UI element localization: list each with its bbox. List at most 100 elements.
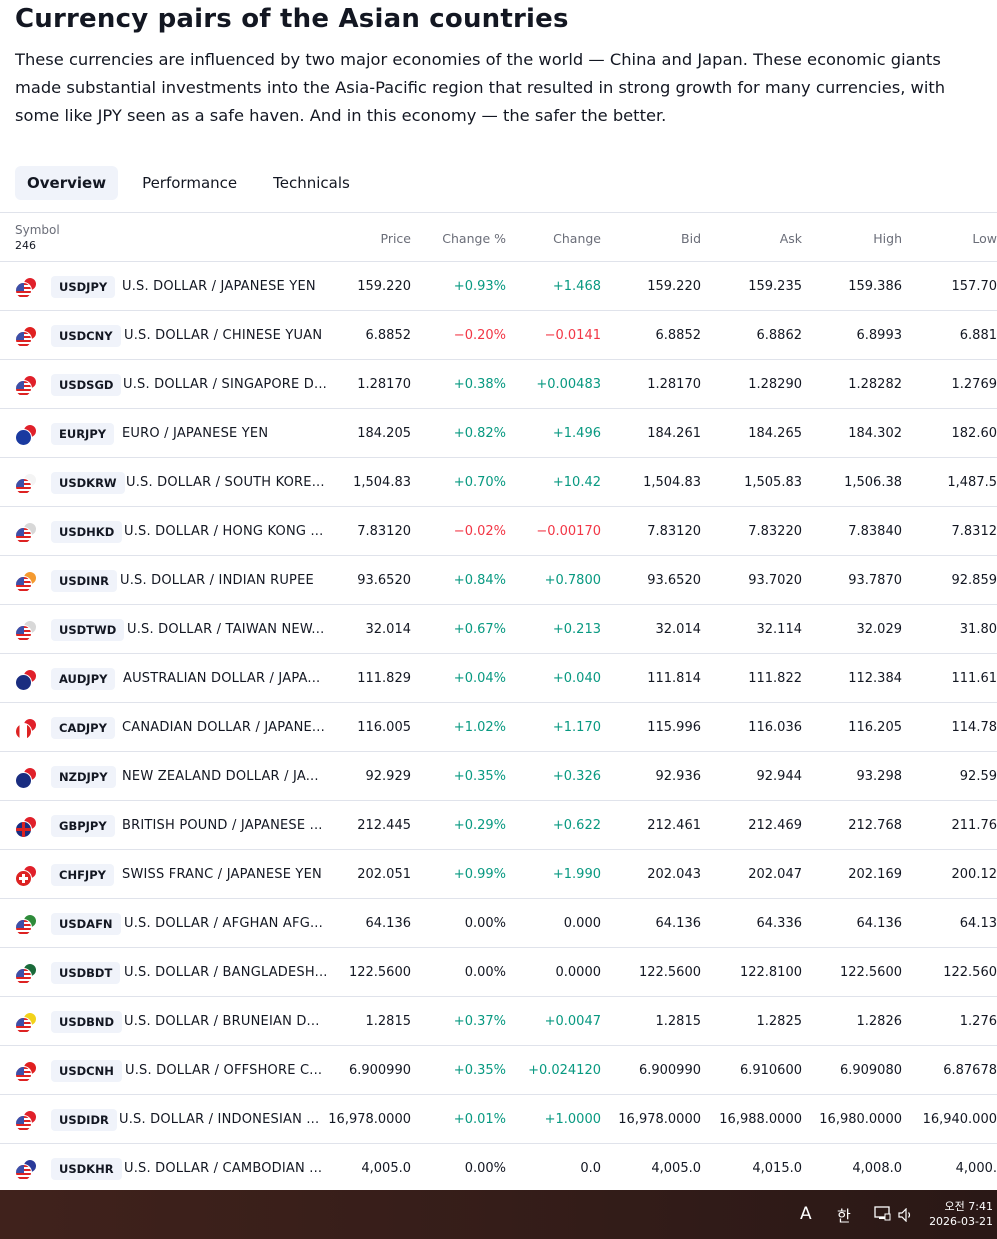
currency-table: Symbol 246 Price Change % Change Bid Ask… (0, 212, 997, 1190)
price-cell: 202.051 (357, 867, 411, 882)
change-pct-cell: +0.67% (453, 622, 506, 637)
ticker-badge[interactable]: USDKHR (51, 1158, 122, 1180)
ticker-badge[interactable]: USDKRW (51, 472, 125, 494)
price-cell: 4,005.0 (361, 1161, 411, 1176)
tab-performance[interactable]: Performance (142, 174, 238, 192)
language-indicator[interactable]: 한 (837, 1207, 851, 1225)
high-cell: 202.169 (848, 867, 902, 882)
change-pct-cell: +0.35% (453, 769, 506, 784)
table-row[interactable]: AUDJPY AUSTRALIAN DOLLAR / JAPA... 111.829… (0, 654, 997, 703)
change-pct-cell: +0.35% (453, 1063, 506, 1078)
table-row[interactable]: USDCNH U.S. DOLLAR / OFFSHORE C... 6.90099… (0, 1046, 997, 1095)
clock-time: 오전 7:41 (944, 1200, 993, 1213)
tab-overview[interactable]: Overview (15, 166, 119, 200)
table-row[interactable]: USDBND U.S. DOLLAR / BRUNEIAN D... 1.2815 +… (0, 997, 997, 1046)
low-cell: 1.276 (959, 1014, 997, 1029)
table-row[interactable]: EURJPY EURO / JAPANESE YEN 184.205 +0.82% +1… (0, 409, 997, 458)
bid-cell: 6.900990 (638, 1063, 701, 1078)
bid-cell: 32.014 (655, 622, 702, 637)
table-row[interactable]: USDKRW U.S. DOLLAR / SOUTH KORE... 1,504.8… (0, 458, 997, 507)
high-cell: 32.029 (856, 622, 903, 637)
currency-flag-icon (15, 669, 37, 691)
table-row[interactable]: USDKHR U.S. DOLLAR / CAMBODIAN ... 4,005.0… (0, 1144, 997, 1190)
page-description: These currencies are influenced by two m… (15, 50, 946, 125)
table-row[interactable]: CADJPY CANADIAN DOLLAR / JAPANE... 116.005… (0, 703, 997, 752)
table-row[interactable]: USDCNY U.S. DOLLAR / CHINESE YUAN 6.8852 −0… (0, 311, 997, 360)
table-row[interactable]: USDBDT U.S. DOLLAR / BANGLADESH... 122.560… (0, 948, 997, 997)
bid-cell: 1.2815 (655, 1014, 702, 1029)
table-row[interactable]: USDJPY U.S. DOLLAR / JAPANESE YEN 159.220 +… (0, 262, 997, 311)
pair-description: U.S. DOLLAR / SINGAPORE D... (123, 377, 327, 392)
change-cell: +10.42 (552, 475, 601, 490)
network-icon[interactable] (874, 1206, 891, 1226)
ticker-badge[interactable]: USDHKD (51, 521, 123, 543)
low-column-header[interactable]: Low (972, 231, 997, 246)
currency-flag-icon (15, 914, 37, 936)
ask-cell: 1,505.83 (744, 475, 802, 490)
low-cell: 122.560 (943, 965, 997, 980)
ticker-badge[interactable]: USDJPY (51, 276, 116, 298)
table-row[interactable]: GBPJPY BRITISH POUND / JAPANESE ... 212.44… (0, 801, 997, 850)
tab-technicals[interactable]: Technicals (273, 174, 350, 192)
price-cell: 7.83120 (357, 524, 411, 539)
ticker-badge[interactable]: CHFJPY (51, 864, 114, 886)
high-cell: 93.7870 (848, 573, 902, 588)
ticker-badge[interactable]: USDTWD (51, 619, 125, 641)
taskbar: A 한 오전 7:41 2026-03-21 (0, 1190, 997, 1239)
symbol-column-header[interactable]: Symbol (15, 223, 60, 237)
ime-mode-indicator[interactable]: A (800, 1204, 812, 1224)
currency-flag-icon (15, 1061, 37, 1083)
ask-cell: 1.28290 (748, 377, 802, 392)
price-column-header[interactable]: Price (380, 231, 412, 246)
price-cell: 6.900990 (348, 1063, 411, 1078)
ticker-badge[interactable]: GBPJPY (51, 815, 115, 837)
ticker-badge[interactable]: USDAFN (51, 913, 121, 935)
ask-cell: 6.910600 (739, 1063, 802, 1078)
change-cell: +0.040 (552, 671, 601, 686)
high-cell: 6.8993 (856, 328, 903, 343)
ticker-badge[interactable]: NZDJPY (51, 766, 116, 788)
table-row[interactable]: USDAFN U.S. DOLLAR / AFGHAN AFG... 64.136 0… (0, 899, 997, 948)
bid-column-header[interactable]: Bid (681, 231, 701, 246)
table-row[interactable]: USDINR U.S. DOLLAR / INDIAN RUPEE 93.6520 +… (0, 556, 997, 605)
currency-flag-icon (15, 1110, 37, 1132)
ask-cell: 64.336 (756, 916, 803, 931)
high-column-header[interactable]: High (873, 231, 902, 246)
screener-page: Currency pairs of the Asian countries Th… (0, 4, 997, 1190)
change-pct-column-header[interactable]: Change % (442, 231, 506, 246)
ticker-badge[interactable]: USDBDT (51, 962, 121, 984)
ticker-badge[interactable]: USDBND (51, 1011, 123, 1033)
currency-flag-icon (15, 767, 37, 789)
price-cell: 64.136 (365, 916, 412, 931)
change-pct-cell: +0.99% (453, 867, 506, 882)
ticker-badge[interactable]: EURJPY (51, 423, 115, 445)
change-column-header[interactable]: Change (553, 231, 601, 246)
ticker-badge[interactable]: USDCNY (51, 325, 121, 347)
change-pct-cell: +0.37% (453, 1014, 506, 1029)
change-cell: +1.0000 (544, 1112, 601, 1127)
low-cell: 200.12 (951, 867, 997, 882)
high-cell: 184.302 (848, 426, 902, 441)
ask-column-header[interactable]: Ask (779, 231, 802, 246)
ticker-badge[interactable]: USDCNH (51, 1060, 122, 1082)
ticker-badge[interactable]: USDIDR (51, 1109, 117, 1131)
table-row[interactable]: NZDJPY NEW ZEALAND DOLLAR / JA... 92.929 +0… (0, 752, 997, 801)
ticker-badge[interactable]: AUDJPY (51, 668, 116, 690)
ask-cell: 122.8100 (739, 965, 802, 980)
table-row[interactable]: CHFJPY SWISS FRANC / JAPANESE YEN 202.051 +… (0, 850, 997, 899)
change-cell: +0.622 (552, 818, 601, 833)
symbol-count: 246 (15, 239, 36, 252)
volume-icon[interactable] (898, 1207, 914, 1227)
table-row[interactable]: USDHKD U.S. DOLLAR / HONG KONG ... 7.83120… (0, 507, 997, 556)
pair-description: U.S. DOLLAR / CAMBODIAN ... (124, 1161, 323, 1176)
ticker-badge[interactable]: USDSGD (51, 374, 122, 396)
table-row[interactable]: USDIDR U.S. DOLLAR / INDONESIAN ... 16,978… (0, 1095, 997, 1144)
ticker-badge[interactable]: USDINR (51, 570, 117, 592)
table-row[interactable]: USDSGD U.S. DOLLAR / SINGAPORE D... 1.2817… (0, 360, 997, 409)
bid-cell: 115.996 (647, 720, 701, 735)
currency-flag-icon (15, 277, 37, 299)
ask-cell: 111.822 (748, 671, 802, 686)
ticker-badge[interactable]: CADJPY (51, 717, 115, 739)
table-row[interactable]: USDTWD U.S. DOLLAR / TAIWAN NEW... 32.014 +… (0, 605, 997, 654)
clock[interactable]: 오전 7:41 2026-03-21 (929, 1199, 993, 1229)
